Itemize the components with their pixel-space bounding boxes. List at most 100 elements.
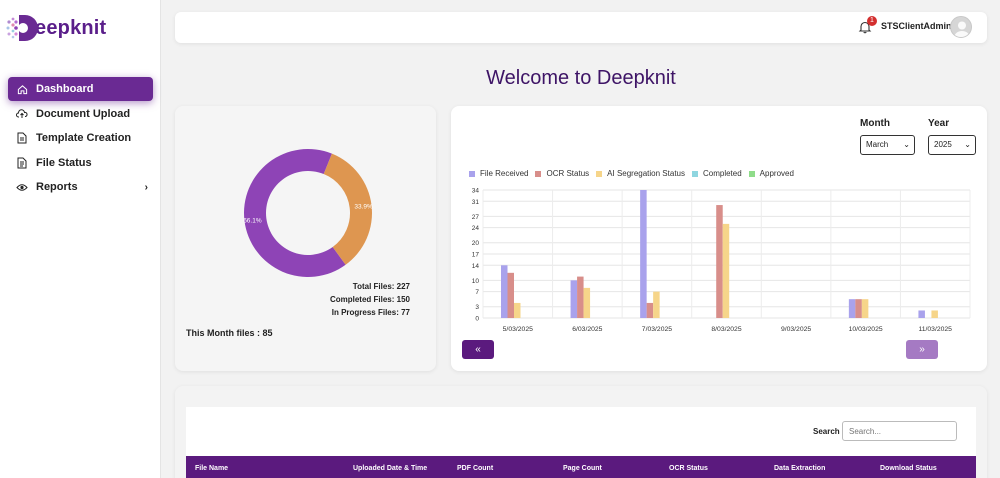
bar[interactable] (653, 291, 660, 318)
sidebar-item-label: File Status (36, 156, 92, 169)
chevron-down-icon: ⌄ (903, 140, 910, 149)
sidebar-item-reports[interactable]: Reports › (8, 175, 153, 199)
donut-segment[interactable] (243, 149, 346, 277)
sidebar-item-template-creation[interactable]: Template Creation (8, 126, 153, 150)
legend-item[interactable]: Completed (691, 169, 742, 178)
sidebar-item-label: Reports (36, 181, 78, 193)
home-icon (16, 83, 28, 95)
legend-label: Completed (702, 169, 742, 178)
logo-mark-icon (6, 15, 38, 41)
bar[interactable] (848, 299, 856, 318)
y-tick-label: 3 (475, 304, 479, 311)
username[interactable]: STSClientAdmin (881, 21, 952, 31)
column-header[interactable]: Uploaded Date & Time (353, 465, 428, 472)
column-header[interactable]: Data Extraction (774, 465, 826, 472)
month-select-value: March (866, 140, 889, 149)
month-files: This Month files : 85 (186, 328, 273, 338)
donut-segment-label: 66.1% (243, 217, 262, 224)
table-header: File Name Uploaded Date & Time PDF Count… (186, 456, 976, 478)
sidebar-item-label: Document Upload (36, 107, 131, 120)
bar[interactable] (507, 272, 515, 318)
legend-item[interactable]: File Received (469, 169, 528, 178)
bar[interactable] (722, 223, 730, 318)
month-label: Month (860, 118, 890, 129)
brand-name: eepknit (35, 16, 107, 39)
donut-segment[interactable] (323, 153, 372, 265)
files-table: Search File Name Uploaded Date & Time PD… (186, 407, 976, 478)
bar[interactable] (577, 276, 584, 318)
year-select[interactable]: 2025 ⌄ (928, 135, 976, 155)
legend-label: OCR Status (546, 169, 590, 178)
legend-swatch (748, 170, 755, 177)
column-header[interactable]: PDF Count (457, 465, 494, 472)
year-label: Year (928, 118, 950, 129)
chevron-right-icon: › (144, 181, 148, 193)
completed-files: Completed Files: 150 (329, 295, 410, 304)
in-progress-files: In Progress Files: 77 (331, 308, 410, 317)
column-header[interactable]: Page Count (563, 465, 602, 472)
bar[interactable] (570, 280, 578, 318)
sidebar-item-file-status[interactable]: File Status (8, 151, 153, 175)
bar[interactable] (583, 287, 591, 318)
legend-swatch (469, 170, 475, 177)
legend-label: File Received (480, 169, 529, 178)
document-icon (16, 132, 28, 144)
files-table-card: Search File Name Uploaded Date & Time PD… (175, 386, 987, 478)
bar[interactable] (501, 265, 508, 318)
bar[interactable] (514, 302, 521, 318)
bar[interactable] (931, 310, 938, 318)
next-page-button[interactable]: » (906, 340, 938, 359)
prev-page-button[interactable]: « (462, 340, 494, 359)
logo[interactable]: eepknit (5, 12, 106, 44)
legend-item[interactable]: Approved (748, 169, 794, 178)
sidebar-item-dashboard[interactable]: Dashboard (8, 77, 153, 101)
x-tick-label: 11/03/2025 (918, 326, 952, 333)
bar[interactable] (855, 299, 862, 318)
sidebar-item-document-upload[interactable]: Document Upload (8, 102, 153, 126)
y-tick-label: 31 (472, 199, 480, 206)
y-tick-label: 7 (475, 289, 479, 296)
y-tick-label: 24 (472, 225, 480, 232)
sidebar-nav: Dashboard Document Upload Template Creat… (8, 77, 153, 200)
search-input[interactable] (842, 421, 957, 441)
legend-item[interactable]: OCR Status (535, 169, 589, 178)
y-tick-label: 0 (475, 316, 479, 323)
bar[interactable] (918, 310, 925, 318)
chart-legend: File Received OCR Status AI Segregation St… (469, 169, 801, 178)
donut-segment-label: 33.9% (354, 204, 373, 211)
bar-chart: 0 3 7 10 14 17 20 24 27 31 34 5/03/2025 6/03/2025 7/0… (472, 188, 971, 333)
chart-card: Month Year March ⌄ 2025 ⌄ File Received O… (451, 106, 987, 371)
y-tick-label: 27 (472, 214, 480, 221)
top-bar: 1 STSClientAdmin (175, 12, 987, 43)
x-tick-label: 9/03/2025 (781, 326, 811, 333)
y-tick-label: 10 (472, 278, 480, 285)
files-summary-card: 66.1% 33.9% Total Files: 227 Completed Fi… (175, 106, 436, 371)
column-header[interactable]: OCR Status (669, 465, 708, 472)
column-header[interactable]: File Name (195, 465, 229, 472)
sidebar-item-label: Dashboard (36, 83, 94, 95)
year-select-value: 2025 (934, 140, 952, 149)
notification-badge: 1 (867, 16, 877, 26)
y-tick-label: 20 (472, 240, 480, 247)
x-tick-label: 10/03/2025 (849, 326, 883, 333)
avatar[interactable] (950, 16, 972, 38)
eye-icon (16, 181, 28, 193)
x-tick-label: 5/03/2025 (503, 326, 533, 333)
bar[interactable] (640, 190, 647, 318)
legend-label: AI Segregation Status (607, 169, 685, 178)
user-avatar-icon (954, 21, 970, 37)
x-tick-label: 6/03/2025 (572, 326, 602, 333)
search-label: Search (813, 427, 840, 436)
bar[interactable] (861, 299, 869, 318)
file-icon (16, 157, 28, 169)
files-donut-chart: 66.1% 33.9% (243, 149, 373, 277)
page-title: Welcome to Deepknit (486, 67, 676, 89)
month-select[interactable]: March ⌄ (860, 135, 915, 155)
legend-item[interactable]: AI Segregation Status (596, 169, 685, 178)
y-tick-label: 14 (472, 263, 480, 270)
column-header[interactable]: Download Status (880, 465, 937, 472)
legend-swatch (691, 170, 698, 177)
legend-label: Approved (759, 169, 794, 178)
bar[interactable] (716, 205, 723, 318)
bar[interactable] (646, 302, 654, 318)
